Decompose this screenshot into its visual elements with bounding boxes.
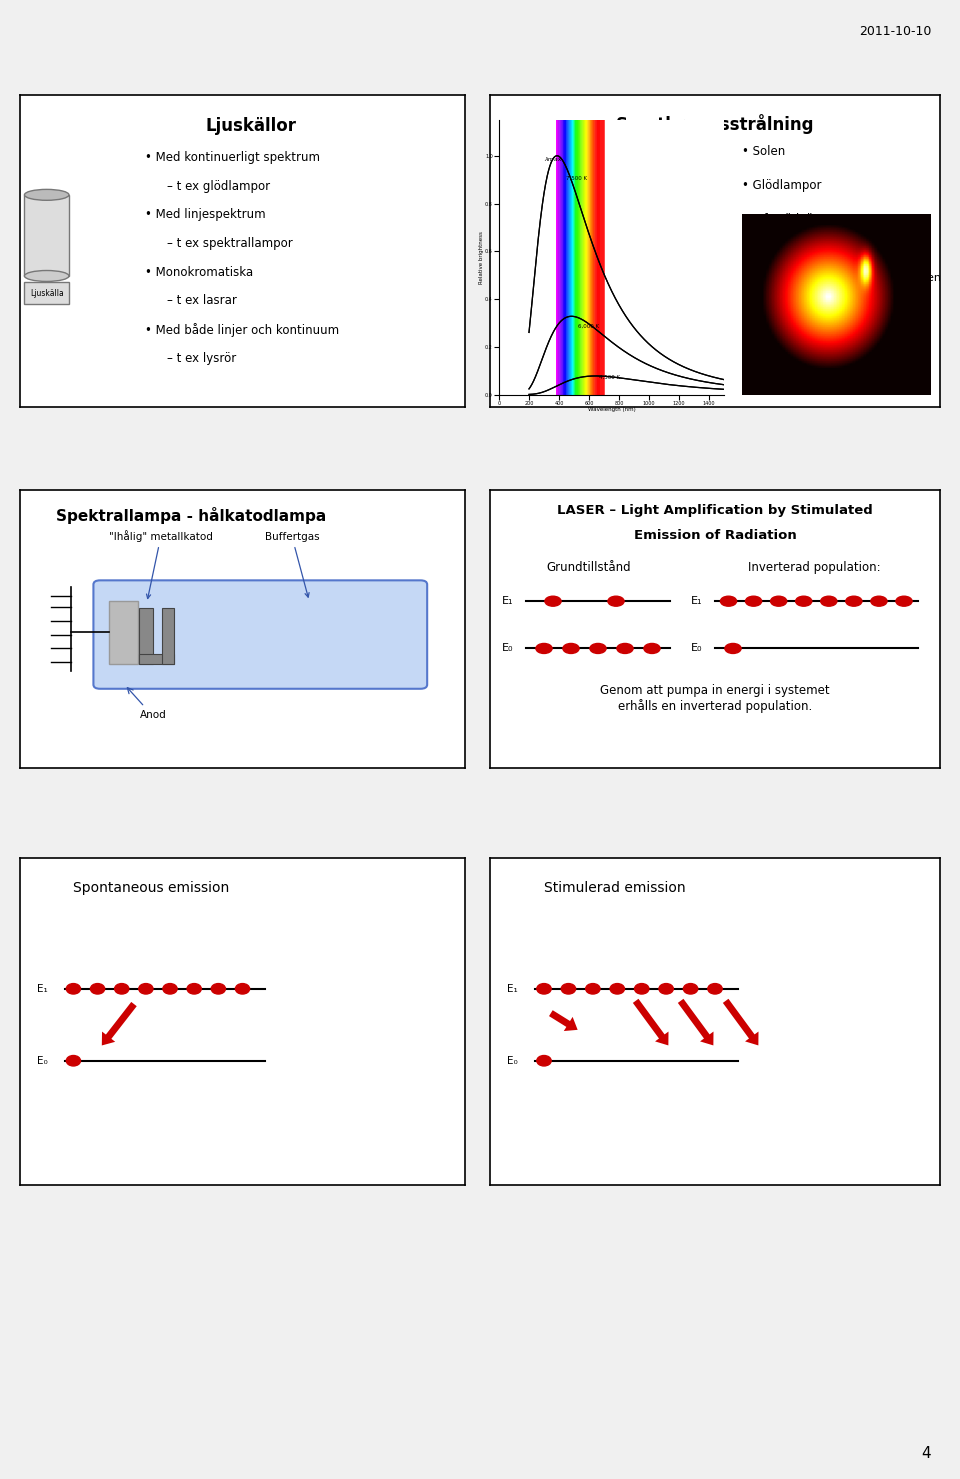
FancyArrowPatch shape [678, 998, 713, 1046]
Circle shape [211, 984, 226, 994]
FancyArrowPatch shape [633, 998, 668, 1046]
Circle shape [66, 984, 81, 994]
Circle shape [746, 596, 761, 606]
Text: 4,500 K: 4,500 K [599, 374, 620, 380]
Text: • Glödlampor: • Glödlampor [742, 179, 822, 192]
Circle shape [896, 596, 912, 606]
Bar [161, 608, 174, 664]
Text: 6,000 K: 6,000 K [578, 324, 599, 328]
Circle shape [659, 984, 673, 994]
Text: 7,500 K: 7,500 K [566, 176, 587, 180]
Y-axis label: Relative brightness: Relative brightness [479, 231, 484, 284]
Circle shape [589, 643, 606, 654]
Circle shape [771, 596, 787, 606]
Text: , beror av Temperaturen: , beror av Temperaturen [806, 272, 942, 282]
Text: Inverterad population:: Inverterad population: [748, 562, 880, 574]
Circle shape [163, 984, 178, 994]
Text: • Solen: • Solen [742, 145, 785, 158]
Text: E₁: E₁ [691, 596, 703, 606]
Circle shape [821, 596, 837, 606]
Circle shape [871, 596, 887, 606]
Text: Spektrallampa - hålkatodlampa: Spektrallampa - hålkatodlampa [56, 507, 325, 524]
FancyArrowPatch shape [549, 1010, 578, 1031]
FancyBboxPatch shape [93, 580, 427, 689]
Text: Ljuskällor: Ljuskällor [205, 117, 297, 135]
Text: E₁: E₁ [507, 984, 517, 994]
Circle shape [139, 984, 153, 994]
Circle shape [114, 984, 129, 994]
Text: E₁: E₁ [502, 596, 514, 606]
Text: – t ex lysrör: – t ex lysrör [167, 352, 236, 365]
Circle shape [537, 1056, 551, 1066]
Text: E₀: E₀ [691, 643, 703, 654]
Text: Stimulerad emission: Stimulerad emission [544, 881, 685, 895]
Text: • Med kontinuerligt spektrum: • Med kontinuerligt spektrum [145, 151, 320, 164]
Circle shape [617, 643, 633, 654]
Bar [139, 654, 174, 664]
Text: Grundtillstånd: Grundtillstånd [546, 562, 632, 574]
Circle shape [66, 1056, 81, 1066]
Text: – t ex spektrallampor: – t ex spektrallampor [167, 237, 293, 250]
Circle shape [635, 984, 649, 994]
Text: • Infrarödvärmare: • Infrarödvärmare [742, 213, 849, 226]
Circle shape [563, 643, 579, 654]
Text: 2011-10-10: 2011-10-10 [859, 25, 931, 38]
Text: Genom att pumpa in energi i systemet
erhålls en inverterad population.: Genom att pumpa in energi i systemet erh… [600, 683, 829, 713]
Circle shape [537, 984, 551, 994]
Circle shape [235, 984, 250, 994]
Circle shape [536, 643, 552, 654]
Circle shape [708, 984, 722, 994]
Circle shape [720, 596, 736, 606]
FancyArrowPatch shape [102, 1001, 136, 1046]
Ellipse shape [24, 189, 69, 200]
Circle shape [545, 596, 561, 606]
X-axis label: Wavelength (nm): Wavelength (nm) [588, 407, 636, 413]
Text: "Ihålig" metallkatod: "Ihålig" metallkatod [109, 529, 213, 599]
Text: 4: 4 [922, 1446, 931, 1461]
Text: Plancks: Plancks [871, 244, 913, 254]
Bar [24, 195, 69, 277]
Circle shape [586, 984, 600, 994]
Text: – t ex glödlampor: – t ex glödlampor [167, 179, 270, 192]
Text: Spektralfördelningen ges av: Spektralfördelningen ges av [742, 244, 903, 254]
Circle shape [846, 596, 862, 606]
Text: strålningslag: strålningslag [742, 272, 814, 285]
Bar [109, 600, 138, 664]
Circle shape [611, 984, 625, 994]
Bar [139, 608, 153, 664]
Text: Ljuskälla: Ljuskälla [30, 288, 63, 297]
Text: E₀: E₀ [36, 1056, 48, 1066]
Text: • Med både linjer och kontinuum: • Med både linjer och kontinuum [145, 322, 339, 337]
FancyArrowPatch shape [723, 998, 758, 1046]
Text: λmax: λmax [544, 157, 562, 161]
Text: E₀: E₀ [502, 643, 514, 654]
Circle shape [187, 984, 202, 994]
Circle shape [608, 596, 624, 606]
Circle shape [644, 643, 660, 654]
Text: E₀: E₀ [507, 1056, 517, 1066]
Ellipse shape [24, 271, 69, 281]
Bar [24, 282, 69, 305]
Text: E₁: E₁ [36, 984, 48, 994]
Text: • Med linjespektrum: • Med linjespektrum [145, 209, 265, 222]
Text: Buffertgas: Buffertgas [265, 532, 320, 598]
Circle shape [725, 643, 741, 654]
Circle shape [90, 984, 105, 994]
Text: Svartkroppsstrålning: Svartkroppsstrålning [615, 114, 814, 133]
Text: Spontaneous emission: Spontaneous emission [73, 881, 229, 895]
Circle shape [684, 984, 698, 994]
Text: Anod: Anod [140, 710, 167, 720]
Text: LASER – Light Amplification by Stimulated: LASER – Light Amplification by Stimulate… [557, 504, 873, 516]
Text: Emission of Radiation: Emission of Radiation [634, 529, 797, 541]
Text: • Monokromatiska: • Monokromatiska [145, 266, 252, 278]
Text: – t ex lasrar: – t ex lasrar [167, 294, 237, 308]
Circle shape [796, 596, 812, 606]
Circle shape [562, 984, 576, 994]
